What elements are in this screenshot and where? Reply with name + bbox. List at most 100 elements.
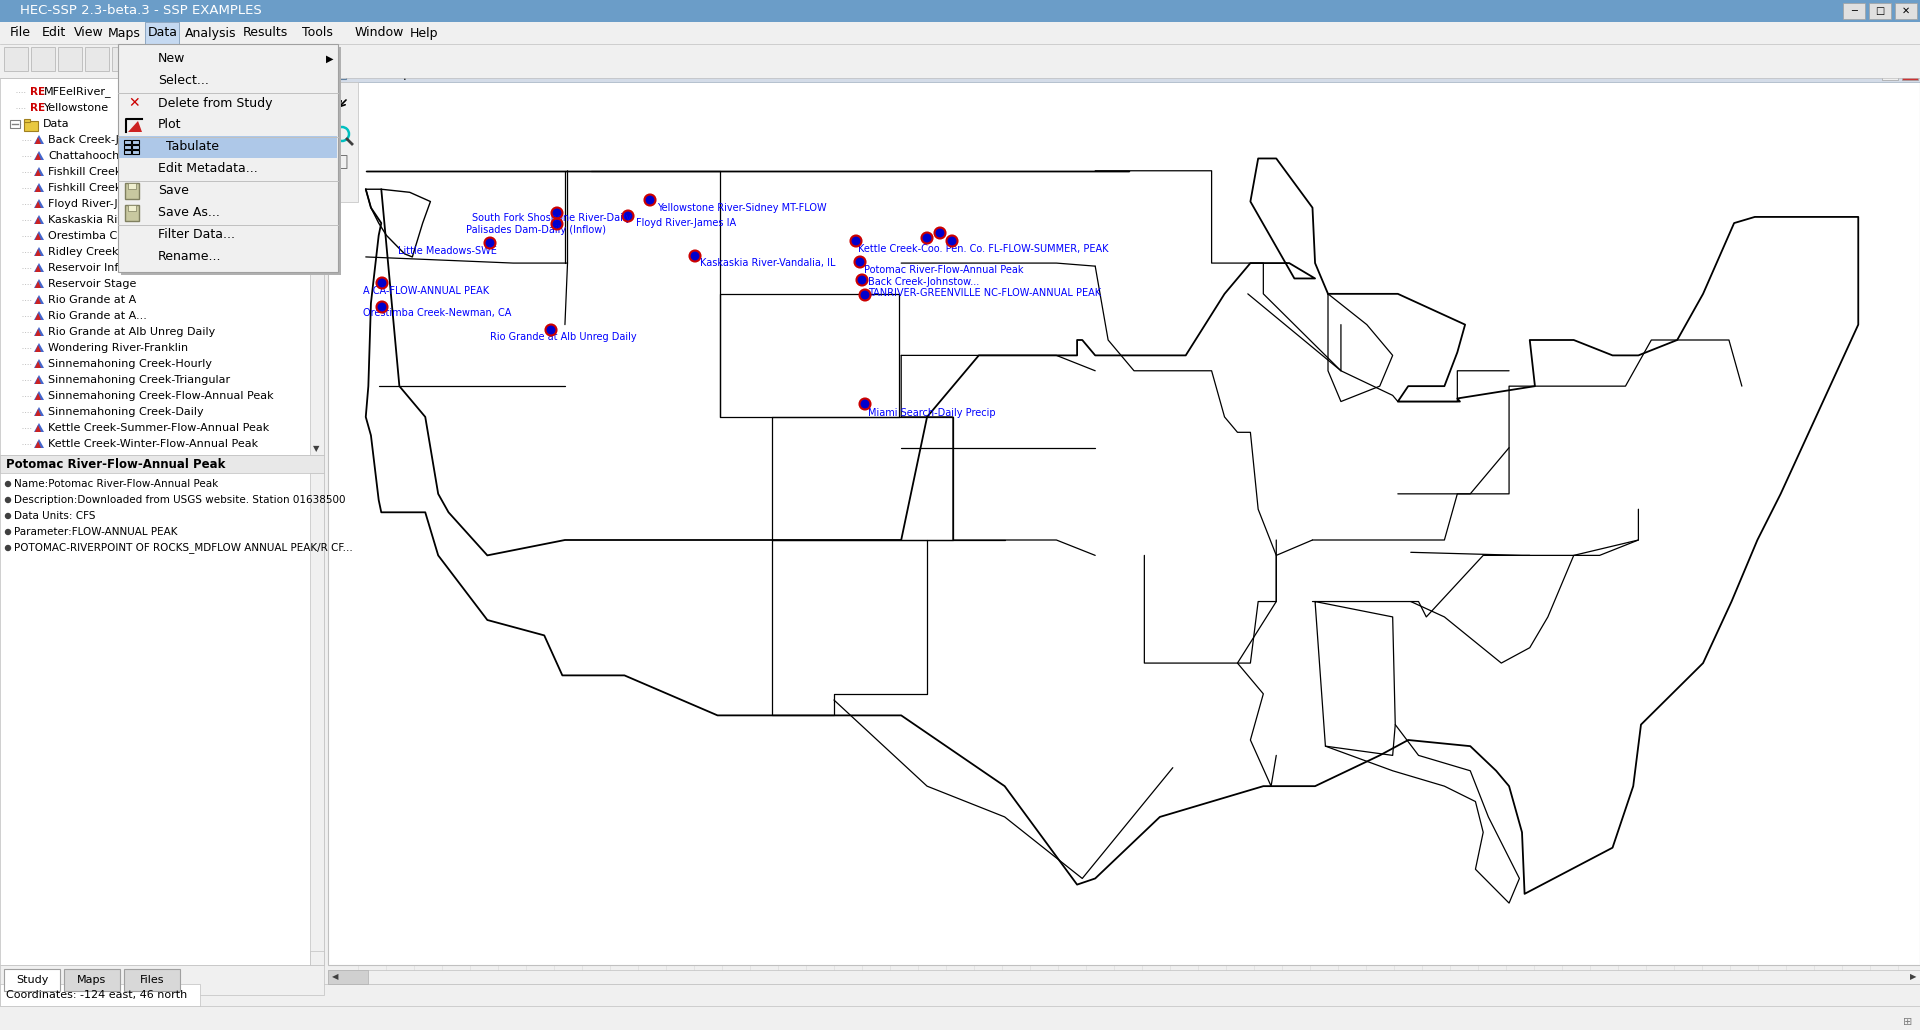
Text: Yellowstone: Yellowstone	[44, 103, 109, 113]
Bar	[4, 47, 29, 71]
Circle shape	[376, 302, 388, 312]
Text: Floyd River-James IA: Floyd River-James IA	[636, 218, 735, 228]
Bar	[84, 47, 109, 71]
Text: Sinnemahoning Creek-Triangular: Sinnemahoning Creek-Triangular	[48, 375, 230, 385]
Text: TANRIVER-GREENVILLE NC-FLOW-ANNUAL PEAK: TANRIVER-GREENVILLE NC-FLOW-ANNUAL PEAK	[868, 288, 1102, 298]
Bar	[0, 44, 1920, 78]
Circle shape	[689, 251, 701, 261]
Circle shape	[645, 195, 655, 205]
Polygon shape	[35, 295, 44, 304]
Text: View: View	[75, 27, 104, 39]
Text: Rio Grande at A: Rio Grande at A	[48, 295, 136, 305]
Bar	[284, 47, 311, 71]
Text: Results: Results	[244, 27, 288, 39]
Text: Little Meadows-SWE: Little Meadows-SWE	[397, 246, 497, 256]
Polygon shape	[35, 231, 44, 240]
Bar	[146, 22, 179, 44]
Polygon shape	[35, 297, 40, 304]
Text: Maps: Maps	[108, 27, 140, 39]
Bar	[328, 62, 1920, 82]
Text: □: □	[1876, 6, 1885, 16]
Circle shape	[6, 546, 10, 550]
Bar	[125, 969, 180, 991]
Circle shape	[856, 275, 868, 285]
Polygon shape	[35, 409, 40, 416]
Text: Yellowstone River-Sidney MT-FLOW: Yellowstone River-Sidney MT-FLOW	[657, 203, 828, 213]
Polygon shape	[35, 151, 44, 160]
Bar	[31, 47, 56, 71]
Polygon shape	[35, 343, 44, 352]
Polygon shape	[35, 393, 40, 400]
Text: Sinnemahoning Creek-Hourly: Sinnemahoning Creek-Hourly	[48, 359, 211, 369]
Text: Chattahoochee: Chattahoochee	[48, 151, 132, 161]
Text: Reservoir Stage: Reservoir Stage	[48, 279, 136, 289]
Text: Rio Grande at A...: Rio Grande at A...	[48, 311, 146, 321]
Polygon shape	[35, 183, 44, 192]
Circle shape	[545, 325, 557, 335]
Circle shape	[6, 514, 10, 518]
Text: Floyd River-Jam: Floyd River-Jam	[48, 199, 136, 209]
Circle shape	[553, 219, 563, 229]
Bar	[309, 473, 324, 965]
Polygon shape	[35, 247, 44, 256]
Circle shape	[935, 228, 945, 238]
Bar	[0, 0, 1920, 22]
Text: Miami Search-Daily Precip: Miami Search-Daily Precip	[868, 408, 996, 418]
Circle shape	[553, 208, 563, 218]
Text: ✕: ✕	[129, 96, 140, 110]
Bar	[125, 205, 138, 221]
Text: RE: RE	[31, 87, 46, 97]
Text: Window: Window	[355, 27, 405, 39]
Bar	[129, 183, 136, 188]
Text: Rio Grande at Alb Unreg Daily: Rio Grande at Alb Unreg Daily	[490, 332, 637, 342]
Polygon shape	[35, 169, 40, 176]
Text: Fishkill Creek-D: Fishkill Creek-D	[48, 183, 134, 193]
Bar	[23, 119, 31, 122]
Text: Sinnemahoning Creek-Daily: Sinnemahoning Creek-Daily	[48, 407, 204, 417]
Polygon shape	[35, 185, 40, 192]
Text: ✕: ✕	[1903, 6, 1910, 16]
Text: New: New	[157, 53, 186, 66]
Bar	[1882, 64, 1899, 80]
Polygon shape	[35, 327, 44, 336]
Bar	[0, 22, 1920, 44]
Bar	[129, 205, 136, 211]
Polygon shape	[35, 375, 44, 384]
Text: South Fork Shoshone River-Daily: South Fork Shoshone River-Daily	[472, 213, 632, 224]
Bar	[1868, 3, 1891, 19]
Text: Sinnemahoning Creek-Flow-Annual Peak: Sinnemahoning Creek-Flow-Annual Peak	[48, 391, 275, 401]
Text: Save: Save	[157, 184, 188, 198]
Text: Maps: Maps	[77, 975, 108, 985]
Text: Tools: Tools	[301, 27, 332, 39]
Text: ▲: ▲	[313, 80, 319, 89]
Text: Coordinates: -124 east, 46 north: Coordinates: -124 east, 46 north	[6, 990, 188, 1000]
Text: Filter Data...: Filter Data...	[157, 229, 234, 241]
Polygon shape	[35, 201, 40, 208]
Circle shape	[376, 278, 388, 288]
Bar	[328, 970, 369, 984]
Polygon shape	[35, 153, 40, 160]
Text: Back Creek-Johnstow...: Back Creek-Johnstow...	[868, 277, 979, 287]
Text: Parameter:FLOW-ANNUAL PEAK: Parameter:FLOW-ANNUAL PEAK	[13, 527, 177, 537]
Text: Data Units: CFS: Data Units: CFS	[13, 511, 96, 521]
Polygon shape	[35, 360, 40, 368]
Text: Orestimba Creek-Newman, CA: Orestimba Creek-Newman, CA	[363, 308, 511, 318]
Bar	[63, 969, 119, 991]
Text: Potomac River-Flow-Annual Peak: Potomac River-Flow-Annual Peak	[6, 457, 225, 471]
Bar	[111, 47, 136, 71]
Polygon shape	[35, 313, 40, 320]
Polygon shape	[35, 377, 40, 384]
Bar	[309, 78, 324, 455]
Bar	[328, 970, 1920, 984]
Polygon shape	[35, 199, 44, 208]
Text: ▼: ▼	[313, 444, 319, 453]
Bar	[0, 965, 324, 995]
Bar	[0, 455, 324, 965]
Circle shape	[622, 211, 634, 221]
Polygon shape	[35, 391, 44, 400]
Text: Rename...: Rename...	[157, 250, 221, 264]
Text: A CA-FLOW-ANNUAL PEAK: A CA-FLOW-ANNUAL PEAK	[363, 286, 490, 296]
Text: Data: Data	[42, 119, 69, 129]
Text: Palisades Dam-Daily (Inflow): Palisades Dam-Daily (Inflow)	[467, 225, 607, 235]
Text: Edit: Edit	[42, 27, 67, 39]
